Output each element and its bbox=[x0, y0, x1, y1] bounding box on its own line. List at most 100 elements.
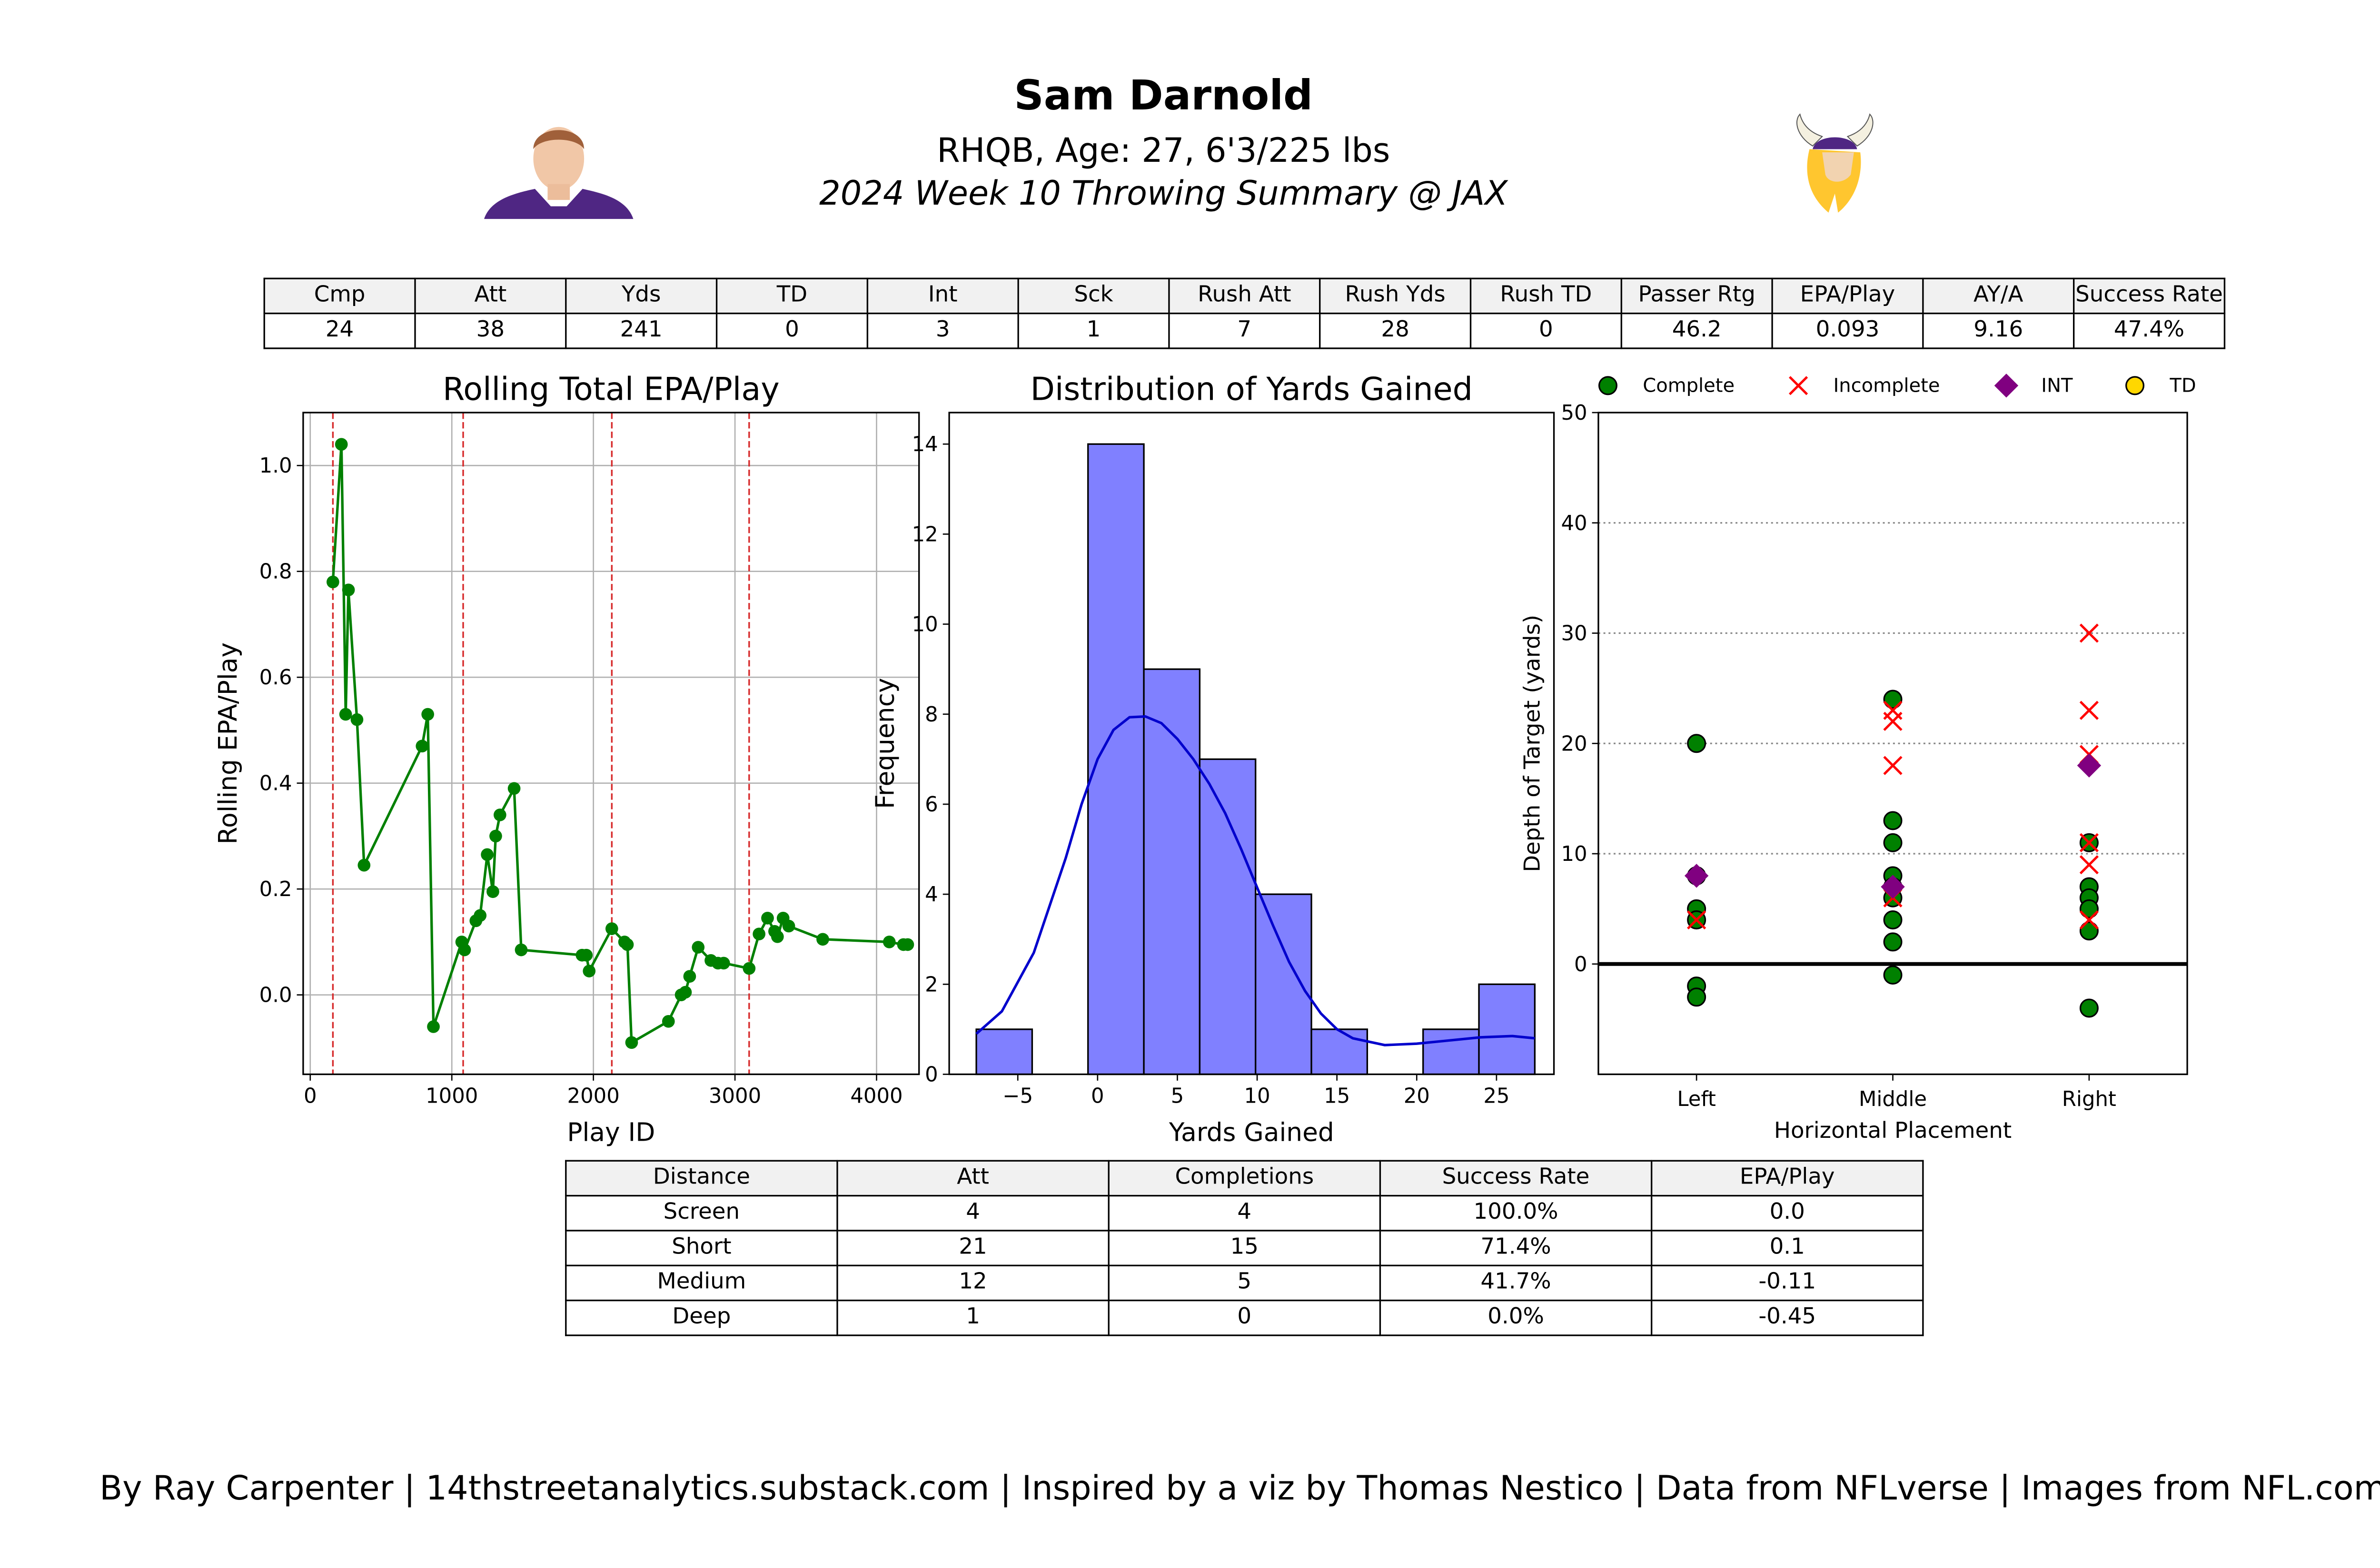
stats-value-cell: 47.4% bbox=[2073, 312, 2226, 349]
td-marker bbox=[2125, 376, 2145, 395]
epa-point bbox=[625, 1036, 638, 1049]
y-tick-label: 0.0 bbox=[259, 984, 292, 1007]
complete-marker bbox=[1883, 811, 1903, 830]
stats-value-cell: 0 bbox=[715, 312, 869, 349]
distance-header-row: Distance Att Completions Success Rate EPA/Pl… bbox=[565, 1160, 1924, 1197]
int-marker bbox=[1881, 875, 1905, 899]
complete-marker bbox=[1687, 734, 1706, 753]
histogram-bar bbox=[1422, 1028, 1480, 1075]
stats-header-cell: EPA/Play bbox=[1771, 277, 1924, 315]
stats-header-cell: Passer Rtg bbox=[1620, 277, 1773, 315]
stats-value-cell: 1 bbox=[1017, 312, 1170, 349]
epa-point bbox=[692, 941, 705, 954]
incomplete-marker bbox=[1788, 376, 1808, 395]
distance-cell: 0.0 bbox=[1650, 1194, 1924, 1232]
histogram-bar bbox=[1478, 983, 1536, 1075]
distance-header-cell: Completions bbox=[1108, 1160, 1381, 1197]
epa-point bbox=[507, 782, 521, 795]
legend-label: TD bbox=[2169, 375, 2196, 397]
x-tick-label: Right bbox=[2062, 1087, 2116, 1111]
epa-point bbox=[621, 938, 634, 951]
distance-cell: 12 bbox=[836, 1264, 1110, 1302]
stats-header-cell: Rush TD bbox=[1469, 277, 1622, 315]
distance-cell: -0.11 bbox=[1650, 1264, 1924, 1302]
histogram-bar bbox=[1310, 1028, 1368, 1075]
stats-value-cell: 38 bbox=[414, 312, 567, 349]
y-tick-label: 0.4 bbox=[259, 772, 292, 796]
incomplete-marker bbox=[2079, 833, 2099, 852]
logo-horn-right bbox=[1846, 113, 1874, 147]
x-axis-label: Play ID bbox=[567, 1117, 655, 1147]
epa-point bbox=[493, 809, 506, 821]
kde-curve bbox=[975, 715, 1535, 1046]
plot-frame bbox=[948, 412, 1555, 1075]
y-tick-label: 8 bbox=[925, 703, 938, 727]
distance-cell: 4 bbox=[1108, 1194, 1381, 1232]
complete-marker bbox=[1883, 932, 1903, 952]
stats-value-cell: 3 bbox=[866, 312, 1019, 349]
distance-header-cell: Att bbox=[836, 1160, 1110, 1197]
incomplete-marker bbox=[1883, 711, 1903, 731]
complete-marker bbox=[1883, 910, 1903, 930]
stats-header-row: Cmp Att Yds TD Int Sck Rush Att Rush Yds Rush TD… bbox=[263, 277, 2226, 315]
epa-point bbox=[327, 575, 339, 589]
game-stats-table: Cmp Att Yds TD Int Sck Rush Att Rush Yds Rush TD… bbox=[263, 277, 2226, 349]
x-tick-label: Left bbox=[1677, 1087, 1716, 1111]
y-tick-label: 40 bbox=[1561, 512, 1587, 535]
plot-frame bbox=[302, 412, 920, 1075]
x-tick-label: 5 bbox=[1171, 1085, 1184, 1108]
x-tick-label: 0 bbox=[304, 1085, 317, 1108]
x-tick-label: 2000 bbox=[567, 1085, 620, 1108]
stats-header-cell: TD bbox=[715, 277, 869, 315]
stats-header-cell: Cmp bbox=[263, 277, 416, 315]
epa-point bbox=[458, 943, 471, 957]
epa-point bbox=[580, 948, 593, 962]
int-marker bbox=[2077, 753, 2102, 778]
complete-marker bbox=[1687, 987, 1706, 1007]
table-row: Medium 12 5 41.7% -0.11 bbox=[565, 1264, 1924, 1302]
x-tick-label: 20 bbox=[1404, 1085, 1430, 1108]
x-tick-label: Middle bbox=[1859, 1087, 1927, 1111]
chart-title: Distribution of Yards Gained bbox=[1031, 370, 1473, 407]
x-axis-label: Horizontal Placement bbox=[1774, 1118, 2012, 1144]
epa-point bbox=[717, 957, 730, 970]
x-axis-label: Yards Gained bbox=[1169, 1117, 1334, 1147]
hair-shape bbox=[533, 130, 585, 149]
complete-marker bbox=[1598, 376, 1617, 395]
epa-point bbox=[357, 858, 371, 872]
epa-point bbox=[683, 970, 696, 983]
y-tick-label: 0 bbox=[925, 1063, 938, 1087]
incomplete-marker bbox=[2079, 910, 2099, 930]
table-row: Screen 4 4 100.0% 0.0 bbox=[565, 1194, 1924, 1232]
stats-value-cell: 46.2 bbox=[1620, 312, 1773, 349]
distance-cell: 5 bbox=[1108, 1264, 1381, 1302]
distance-cell: -0.45 bbox=[1650, 1300, 1924, 1336]
team-logo bbox=[1796, 113, 1874, 213]
epa-point bbox=[901, 938, 914, 951]
epa-point bbox=[753, 927, 765, 941]
y-tick-label: 0.6 bbox=[259, 666, 292, 690]
distance-header-cell: Success Rate bbox=[1379, 1160, 1653, 1197]
epa-point bbox=[883, 936, 896, 948]
y-axis-label: Frequency bbox=[870, 678, 900, 809]
player-bio: RHQB, Age: 27, 6'3/225 lbs bbox=[937, 131, 1390, 170]
distance-cell: Screen bbox=[565, 1194, 838, 1232]
stats-value-cell: 28 bbox=[1319, 312, 1472, 349]
epa-point bbox=[662, 1015, 675, 1028]
epa-point bbox=[427, 1020, 440, 1033]
epa-point bbox=[761, 912, 774, 925]
table-row: Short 21 15 71.4% 0.1 bbox=[565, 1230, 1924, 1267]
stats-value-row: 24 38 241 0 3 1 7 28 0 46.2 0.093 9.16 47.4% bbox=[263, 312, 2226, 349]
incomplete-marker bbox=[2079, 855, 2099, 875]
yards-histogram-chart: −5 0 5 10 15 20 25 0 2 4 6 8 10 12 14 Distribution of Y… bbox=[870, 370, 1555, 1147]
logo-face bbox=[1822, 152, 1854, 182]
epa-point bbox=[771, 930, 784, 943]
distance-header-cell: EPA/Play bbox=[1650, 1160, 1924, 1197]
y-tick-label: 10 bbox=[912, 613, 938, 637]
y-tick-label: 10 bbox=[1561, 842, 1587, 866]
histogram-bar bbox=[1199, 758, 1257, 1075]
x-tick-label: 3000 bbox=[709, 1085, 761, 1108]
epa-point bbox=[481, 848, 494, 861]
y-axis-label: Rolling EPA/Play bbox=[213, 642, 243, 845]
distance-cell: 41.7% bbox=[1379, 1264, 1653, 1302]
